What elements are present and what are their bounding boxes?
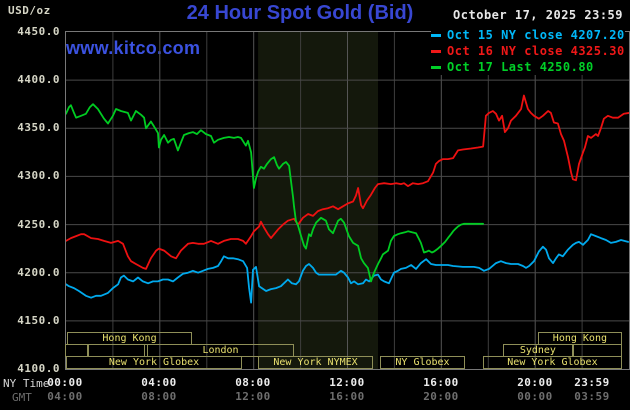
chart-timestamp: October 17, 2025 23:59 <box>453 8 623 22</box>
y-axis-unit-label: USD/oz <box>8 4 51 17</box>
y-tick: 4350.0 <box>17 121 60 135</box>
y-tick: 4200.0 <box>17 265 60 279</box>
y-tick: 4450.0 <box>17 25 60 38</box>
x-tick-ny: 12:00 <box>329 376 365 389</box>
session-box-new-york-globex: New York Globex <box>483 356 622 369</box>
x-tick-gmt: 04:00 <box>47 390 83 403</box>
x-tick-gmt: 08:00 <box>141 390 177 403</box>
session-box-new-york-globex: New York Globex <box>65 356 243 369</box>
chart-title: 24 Hour Spot Gold (Bid) <box>186 2 414 24</box>
x-tick-gmt: 20:00 <box>423 390 459 403</box>
x-tick-ny: 16:00 <box>423 376 459 389</box>
price-line-oct-17 <box>66 103 485 283</box>
y-tick: 4150.0 <box>17 313 60 327</box>
x-tick-ny: 04:00 <box>141 376 177 389</box>
x-tick-gmt: 00:00 <box>517 390 553 403</box>
legend-dash-icon <box>431 65 441 69</box>
x-tick-gmt: 03:59 <box>574 390 610 403</box>
y-tick: 4300.0 <box>17 169 60 183</box>
x-tick-ny: 08:00 <box>235 376 271 389</box>
x-tick-gmt: 16:00 <box>329 390 365 403</box>
legend-item: Oct 15 NY close 4207.20 <box>431 27 625 43</box>
x-tick-ny: 00:00 <box>47 376 83 389</box>
price-line-oct-16 <box>66 94 629 270</box>
plot-area <box>65 31 630 370</box>
y-tick: 4400.0 <box>17 73 60 87</box>
price-lines-canvas <box>66 32 629 369</box>
legend-item: Oct 17 Last 4250.80 <box>431 59 625 75</box>
legend-dash-icon <box>431 33 441 37</box>
legend-label: Oct 16 NY close 4325.30 <box>447 44 625 58</box>
kitco-watermark-link[interactable]: www.kitco.com <box>66 38 201 58</box>
session-box-ny-globex: NY Globex <box>380 356 465 369</box>
session-box-new-york-nymex: New York NYMEX <box>258 356 373 369</box>
legend-label: Oct 17 Last 4250.80 <box>447 60 594 74</box>
x-tick-gmt: 12:00 <box>235 390 271 403</box>
legend-dash-icon <box>431 49 441 53</box>
legend: Oct 15 NY close 4207.20 Oct 16 NY close 4… <box>431 27 625 75</box>
legend-item: Oct 16 NY close 4325.30 <box>431 43 625 59</box>
y-tick: 4250.0 <box>17 217 60 231</box>
x-axis-ny-time-label: NY Time <box>3 377 50 390</box>
x-axis-gmt-label: GMT <box>12 391 32 404</box>
legend-label: Oct 15 NY close 4207.20 <box>447 28 625 42</box>
y-tick: 4100.0 <box>17 362 60 375</box>
x-tick-ny: 23:59 <box>574 376 610 389</box>
price-line-oct-15 <box>66 233 629 304</box>
nymex-session-band <box>258 32 378 369</box>
x-tick-ny: 20:00 <box>517 376 553 389</box>
